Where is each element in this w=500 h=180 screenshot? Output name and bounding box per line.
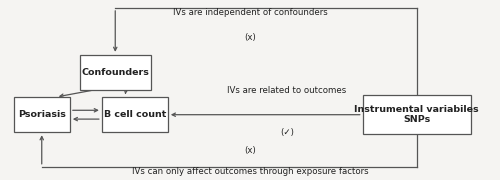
Text: Confounders: Confounders bbox=[82, 68, 149, 77]
Text: IVs are independent of confounders: IVs are independent of confounders bbox=[172, 8, 328, 17]
FancyBboxPatch shape bbox=[80, 55, 151, 90]
Text: B cell count: B cell count bbox=[104, 110, 166, 119]
Text: IVs are related to outcomes: IVs are related to outcomes bbox=[227, 86, 346, 94]
FancyBboxPatch shape bbox=[14, 97, 70, 132]
Text: (x): (x) bbox=[244, 146, 256, 155]
FancyBboxPatch shape bbox=[102, 97, 168, 132]
Text: (✓): (✓) bbox=[280, 128, 293, 137]
FancyBboxPatch shape bbox=[362, 95, 470, 134]
Text: IVs can only affect outcomes through exposure factors: IVs can only affect outcomes through exp… bbox=[132, 167, 368, 176]
Text: Instrumental variabiles
SNPs: Instrumental variabiles SNPs bbox=[354, 105, 479, 124]
Text: (x): (x) bbox=[244, 33, 256, 42]
Text: Psoriasis: Psoriasis bbox=[18, 110, 66, 119]
